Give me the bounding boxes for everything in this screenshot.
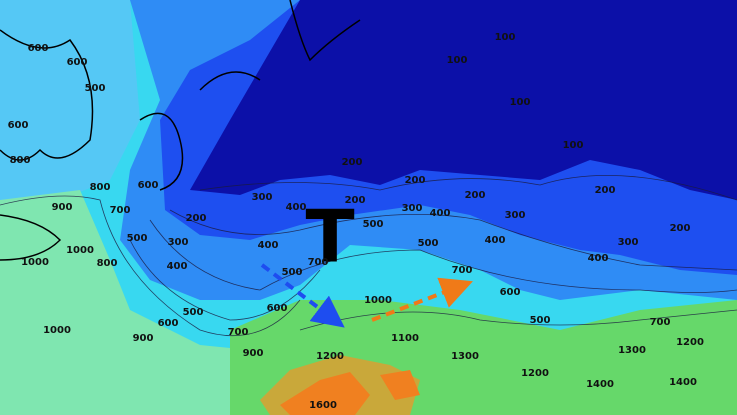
- contour-label: 600: [67, 57, 88, 68]
- contour-label: 1200: [521, 368, 549, 379]
- contour-label: 200: [405, 175, 426, 186]
- contour-line: [129, 239, 321, 321]
- contour-label: 700: [110, 205, 131, 216]
- contour-label: 200: [595, 185, 616, 196]
- contour-label: 900: [52, 202, 73, 213]
- contour-label: 200: [342, 157, 363, 168]
- contour-label: 400: [588, 253, 609, 264]
- contour-label: 600: [138, 180, 159, 191]
- contour-label: 1000: [364, 295, 392, 306]
- contour-label: 100: [495, 32, 516, 43]
- contour-label: 500: [85, 83, 106, 94]
- contour-label: 600: [500, 287, 521, 298]
- contour-label: 400: [430, 208, 451, 219]
- contour-label: 600: [28, 43, 49, 54]
- contour-label: 500: [363, 219, 384, 230]
- contour-label: 200: [670, 223, 691, 234]
- contour-label: 500: [282, 267, 303, 278]
- contour-label: 400: [167, 261, 188, 272]
- contour-label: 1400: [586, 379, 614, 390]
- contour-label: 600: [8, 120, 29, 131]
- contour-label: 800: [97, 258, 118, 269]
- contour-label: 500: [530, 315, 551, 326]
- contour-label: 400: [258, 240, 279, 251]
- contour-label: 900: [133, 333, 154, 344]
- contour-label: 300: [168, 237, 189, 248]
- contour-label: 100: [510, 97, 531, 108]
- contour-label: 700: [228, 327, 249, 338]
- pressure-marker: T: [305, 195, 354, 279]
- contour-label: 1600: [309, 400, 337, 411]
- contour-line: [199, 175, 737, 201]
- contour-label: 200: [465, 190, 486, 201]
- contour-label: 300: [252, 192, 273, 203]
- contour-label: 100: [447, 55, 468, 66]
- contour-label: 700: [452, 265, 473, 276]
- contour-label: 700: [308, 257, 329, 268]
- contour-label: 600: [267, 303, 288, 314]
- contour-label: 1300: [451, 351, 479, 362]
- contour-line: [149, 219, 737, 293]
- contour-label: 800: [90, 182, 111, 193]
- contour-label: 1400: [669, 377, 697, 388]
- contour-label: 200: [345, 195, 366, 206]
- contour-label: 200: [186, 213, 207, 224]
- coastline: [0, 0, 361, 261]
- contour-label: 1100: [391, 333, 419, 344]
- contour-label: 300: [505, 210, 526, 221]
- contour-label: 400: [286, 202, 307, 213]
- contour-label: 900: [243, 348, 264, 359]
- contour-line: [169, 209, 737, 271]
- contour-label: 1200: [676, 337, 704, 348]
- mountains: [280, 370, 420, 415]
- contour-label: 1000: [43, 325, 71, 336]
- contour-label: 500: [127, 233, 148, 244]
- contour-label: 500: [183, 307, 204, 318]
- light-green-region: [0, 190, 250, 415]
- contour-label: 100: [563, 140, 584, 151]
- contour-label: 1200: [316, 351, 344, 362]
- contour-label: 1000: [66, 245, 94, 256]
- contour-line: [0, 195, 301, 337]
- cyan-region: [0, 0, 140, 210]
- contour-label: 500: [418, 238, 439, 249]
- contour-label: 1000: [21, 257, 49, 268]
- contour-label: 300: [618, 237, 639, 248]
- flow-arrow: [371, 277, 473, 322]
- contour-label: 1300: [618, 345, 646, 356]
- contour-line: [299, 309, 737, 331]
- contour-label: 600: [158, 318, 179, 329]
- contour-label: 800: [10, 155, 31, 166]
- navy-region: [190, 0, 737, 200]
- contour-label: 400: [485, 235, 506, 246]
- contour-label: 700: [650, 317, 671, 328]
- contour-label: 300: [402, 203, 423, 214]
